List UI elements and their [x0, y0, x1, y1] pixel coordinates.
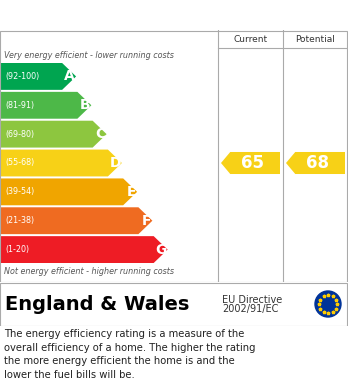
Polygon shape [1, 92, 92, 119]
Text: 65: 65 [241, 154, 264, 172]
Text: C: C [95, 127, 105, 141]
Polygon shape [1, 63, 76, 90]
Text: 68: 68 [306, 154, 329, 172]
Text: E: E [127, 185, 136, 199]
Text: England & Wales: England & Wales [5, 294, 189, 314]
Text: (55-68): (55-68) [5, 158, 34, 167]
Text: (92-100): (92-100) [5, 72, 39, 81]
Text: F: F [142, 214, 151, 228]
Text: D: D [109, 156, 121, 170]
Text: (39-54): (39-54) [5, 187, 34, 196]
Text: EU Directive: EU Directive [222, 295, 282, 305]
Text: (21-38): (21-38) [5, 216, 34, 225]
Polygon shape [1, 207, 152, 234]
Text: (1-20): (1-20) [5, 245, 29, 254]
Circle shape [315, 291, 341, 317]
Text: The energy efficiency rating is a measure of the
overall efficiency of a home. T: The energy efficiency rating is a measur… [4, 329, 255, 380]
Text: Potential: Potential [295, 34, 335, 43]
Text: Current: Current [234, 34, 268, 43]
Text: G: G [155, 242, 167, 256]
Polygon shape [1, 178, 137, 205]
Text: A: A [64, 70, 75, 83]
Text: 2002/91/EC: 2002/91/EC [222, 304, 278, 314]
Text: Very energy efficient - lower running costs: Very energy efficient - lower running co… [4, 51, 174, 60]
Polygon shape [1, 121, 106, 147]
Polygon shape [286, 152, 345, 174]
Text: (81-91): (81-91) [5, 101, 34, 110]
Polygon shape [1, 150, 122, 176]
Text: (69-80): (69-80) [5, 130, 34, 139]
Text: Not energy efficient - higher running costs: Not energy efficient - higher running co… [4, 267, 174, 276]
Polygon shape [1, 236, 168, 263]
Polygon shape [221, 152, 280, 174]
Text: Energy Efficiency Rating: Energy Efficiency Rating [6, 7, 216, 23]
Text: B: B [80, 98, 90, 112]
